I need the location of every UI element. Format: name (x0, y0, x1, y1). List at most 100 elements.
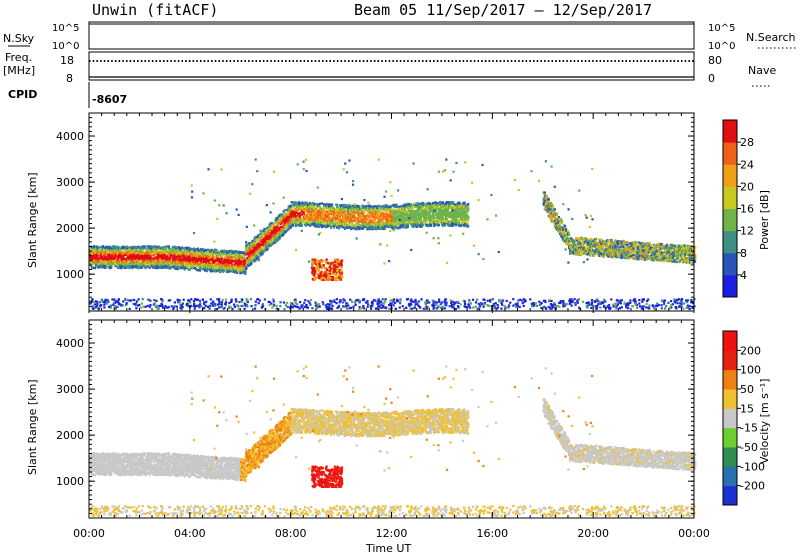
range-gate-cell (135, 264, 138, 267)
range-gate-cell (203, 252, 207, 255)
range-gate-cell (411, 207, 414, 210)
range-gate-cell (147, 265, 150, 268)
range-gate-cell (125, 260, 128, 264)
range-gate-cell (91, 262, 94, 265)
range-gate-cell (199, 261, 203, 264)
range-gate-cell (335, 220, 338, 223)
range-gate-cell (175, 246, 178, 249)
range-gate-cell (167, 245, 170, 248)
range-gate-cell (111, 262, 114, 265)
range-gate-cell (430, 221, 434, 224)
range-gate-cell (117, 266, 120, 269)
freq-panel: Freq. [MHz] 18 8 80 0 Nave (3, 51, 776, 87)
range-gate-cell (180, 263, 183, 266)
range-gate-cell (328, 203, 332, 206)
range-gate-cell (106, 248, 109, 252)
range-gate-cell (133, 265, 136, 268)
range-gate-cell (211, 270, 214, 273)
range-gate-cell (107, 245, 110, 249)
range-gate-cell (212, 254, 215, 257)
range-gate-cell (165, 256, 168, 259)
range-gate-cell (142, 251, 145, 254)
range-gate-cell (153, 266, 156, 270)
range-gate-cell (192, 254, 196, 258)
range-gate-cell (128, 266, 131, 270)
range-gate-cell (208, 258, 212, 261)
range-gate-cell (105, 252, 108, 255)
range-gate-cell (302, 212, 305, 215)
range-gate-cell (241, 251, 244, 254)
range-gate-cell (171, 257, 174, 260)
range-gate-cell (406, 225, 409, 228)
range-gate-cell (140, 256, 143, 259)
range-gate-cell (380, 210, 383, 214)
range-gate-cell (182, 252, 185, 255)
range-gate-cell (164, 246, 167, 249)
range-gate-cell (223, 262, 226, 265)
nsky-right-tick-bottom: 10^0 (708, 41, 735, 52)
range-gate-cell (141, 255, 144, 258)
range-gate-cell (395, 203, 398, 206)
range-gate-cell (179, 248, 182, 251)
range-gate-cell (163, 254, 166, 257)
range-gate-cell (144, 266, 147, 269)
range-gate-cell (256, 236, 259, 239)
range-gate-cell (101, 255, 104, 259)
range-gate-cell (110, 264, 113, 267)
range-gate-cell (156, 267, 159, 270)
range-gate-cell (424, 207, 427, 210)
range-gate-cell (101, 259, 104, 263)
range-gate-cell (292, 218, 295, 222)
nsky-right-tick-top: 10^5 (708, 23, 735, 34)
range-gate-cell (127, 264, 130, 267)
range-gate-cell (169, 255, 172, 258)
range-gate-cell (357, 222, 360, 225)
range-gate-cell (116, 245, 119, 248)
range-gate-cell (105, 262, 108, 265)
range-gate-cell (356, 216, 359, 219)
range-gate-cell (132, 245, 135, 248)
freq-label: Freq. (5, 51, 32, 64)
range-gate-cell (318, 202, 322, 205)
range-gate-cell (168, 257, 171, 261)
range-gate-cell (439, 206, 443, 209)
range-gate-cell (120, 254, 123, 257)
range-gate-cell (183, 260, 186, 263)
range-gate-cell (218, 262, 221, 266)
range-gate-cell (96, 255, 99, 258)
range-gate-cell (445, 201, 449, 204)
range-gate-cell (431, 202, 435, 205)
range-gate-cell (173, 245, 176, 248)
range-gate-cell (177, 254, 180, 257)
range-gate-cell (190, 253, 194, 256)
range-gate-cell (175, 260, 178, 264)
range-gate-cell (138, 261, 141, 264)
range-gate-cell (92, 255, 95, 258)
range-gate-cell (198, 251, 202, 255)
range-gate-cell (103, 264, 106, 267)
range-gate-cell (357, 225, 360, 228)
freq-tick-bottom: 8 (66, 72, 73, 85)
range-gate-cell (211, 263, 214, 266)
range-gate-cell (336, 226, 339, 229)
range-gate-cell (363, 211, 366, 214)
range-gate-cell (322, 222, 326, 225)
range-gate-cell (123, 246, 126, 249)
range-gate-cell (415, 225, 418, 229)
range-gate-cell (215, 259, 218, 262)
range-gate-cell (105, 266, 108, 269)
range-gate-cell (114, 253, 117, 256)
range-gate-cell (244, 270, 247, 273)
range-gate-cell (186, 267, 190, 270)
range-gate-cell (213, 251, 216, 255)
range-gate-cell (161, 262, 164, 265)
range-gate-cell (154, 252, 157, 255)
range-gate-cell (393, 204, 396, 207)
range-gate-cell (266, 248, 269, 251)
range-gate-cell (374, 205, 377, 208)
range-gate-cell (410, 223, 413, 226)
range-gate-cell (369, 205, 372, 208)
range-gate-cell (119, 249, 122, 253)
range-gate-cell (147, 254, 150, 257)
